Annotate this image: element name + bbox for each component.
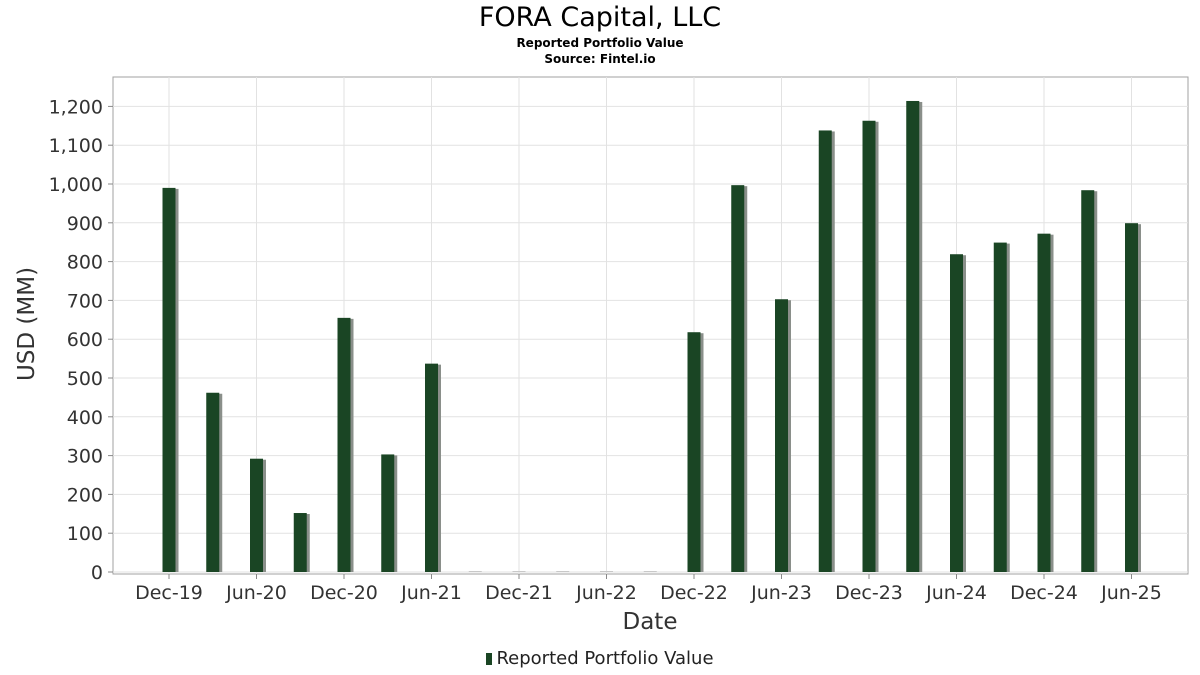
bar [687, 332, 701, 572]
bar [643, 571, 657, 572]
x-tick-label: Dec-21 [485, 582, 553, 604]
x-tick-label: Dec-24 [1010, 582, 1078, 604]
y-tick-label: 800 [67, 252, 103, 274]
bar [950, 254, 963, 572]
legend-label: Reported Portfolio Value [496, 648, 714, 669]
y-tick-label: 100 [67, 523, 103, 545]
legend-swatch [486, 653, 493, 665]
bar [818, 130, 832, 572]
x-tick-label: Dec-22 [660, 582, 728, 604]
bar [425, 363, 438, 572]
bar [993, 242, 1007, 572]
y-tick-label: 200 [67, 484, 103, 506]
bar [293, 513, 307, 572]
x-tick-label: Jun-21 [400, 582, 462, 604]
bar [337, 317, 351, 572]
bar [556, 571, 570, 572]
y-tick-label: 700 [67, 290, 103, 312]
bar [862, 120, 876, 573]
x-tick-label: Jun-20 [225, 582, 287, 604]
bar [600, 571, 613, 572]
y-tick-label: 1,100 [49, 135, 103, 157]
x-tick-label: Dec-19 [135, 582, 203, 604]
chart-source: Source: Fintel.io [544, 52, 656, 66]
bar [206, 392, 220, 572]
bar [1037, 233, 1051, 572]
bar [162, 187, 176, 572]
bar [906, 100, 920, 572]
y-axis-label: USD (MM) [14, 267, 40, 381]
chart-subtitle: Reported Portfolio Value [516, 36, 684, 50]
y-tick-label: 1,000 [49, 174, 103, 196]
x-tick-label: Jun-22 [575, 582, 637, 604]
x-tick-label: Dec-20 [310, 582, 378, 604]
y-tick-label: 500 [67, 368, 103, 390]
x-tick-label: Jun-24 [925, 582, 987, 604]
y-tick-label: 600 [67, 329, 103, 351]
bar [468, 571, 482, 572]
y-tick-label: 1,200 [49, 96, 103, 118]
bar [775, 299, 788, 572]
y-tick-label: 900 [67, 213, 103, 235]
y-tick-label: 0 [91, 562, 103, 584]
x-tick-label: Jun-23 [750, 582, 812, 604]
x-tick-label: Dec-23 [835, 582, 903, 604]
plot-area [112, 76, 1189, 575]
y-tick-label: 300 [67, 446, 103, 468]
bar [1125, 223, 1138, 573]
chart-title: FORA Capital, LLC [478, 2, 722, 33]
bar-series [162, 100, 1141, 573]
grid-lines [112, 76, 1189, 575]
bar [731, 185, 745, 572]
bar [1081, 190, 1095, 572]
bar [512, 571, 526, 572]
x-axis-label: Date [623, 609, 678, 635]
x-tick-label: Jun-25 [1100, 582, 1162, 604]
legend: Reported Portfolio Value [0, 648, 1200, 669]
bar [250, 458, 263, 572]
axes: 0 100 200 300 400 500 600 700 800 900 1,000 1,100 1,… [49, 96, 1162, 604]
y-tick-label: 400 [67, 407, 103, 429]
bar [381, 454, 395, 572]
